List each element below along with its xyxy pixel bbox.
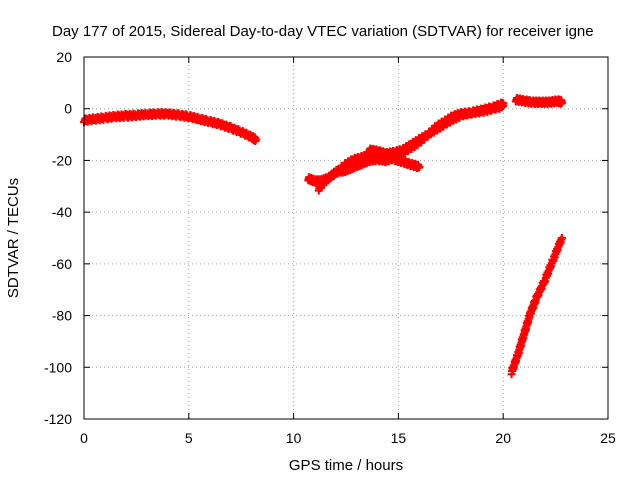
- series-track-1: [80, 108, 260, 146]
- y-tick-label: 20: [56, 49, 72, 65]
- x-tick-label: 20: [495, 430, 511, 446]
- x-tick-label: 5: [185, 430, 193, 446]
- series-track-4: [365, 144, 424, 172]
- chart-title: Day 177 of 2015, Sidereal Day-to-day VTE…: [52, 23, 594, 40]
- data-point: [557, 234, 566, 242]
- x-tick-label: 15: [391, 430, 407, 446]
- x-tick-label: 0: [80, 430, 88, 446]
- y-tick-label: -100: [44, 359, 72, 375]
- data-point: [499, 102, 508, 111]
- x-tick-label: 25: [600, 430, 616, 446]
- series-track-3: [314, 100, 508, 195]
- y-axis-label: SDTVAR / TECUs: [5, 178, 22, 298]
- y-tick-label: 0: [64, 101, 72, 117]
- y-tick-label: -20: [52, 152, 72, 168]
- y-tick-label: -60: [52, 256, 72, 272]
- data-marks: [80, 94, 566, 379]
- axis-ticks: 0 5 10 15 20 25 20 0 -20 -40 -60 -80 -100 -120: [44, 49, 616, 446]
- series-track-6: [507, 234, 566, 379]
- y-tick-label: -40: [52, 204, 72, 220]
- plot-frame: [83, 56, 609, 420]
- data-point: [557, 98, 566, 107]
- x-axis-label: GPS time / hours: [289, 457, 403, 474]
- x-tick-label: 10: [286, 430, 302, 446]
- series-track-5: [511, 94, 566, 109]
- grid: [84, 57, 608, 419]
- y-tick-label: -120: [44, 411, 72, 427]
- data-point: [415, 162, 424, 171]
- data-point: [251, 135, 260, 144]
- y-tick-label: -80: [52, 308, 72, 324]
